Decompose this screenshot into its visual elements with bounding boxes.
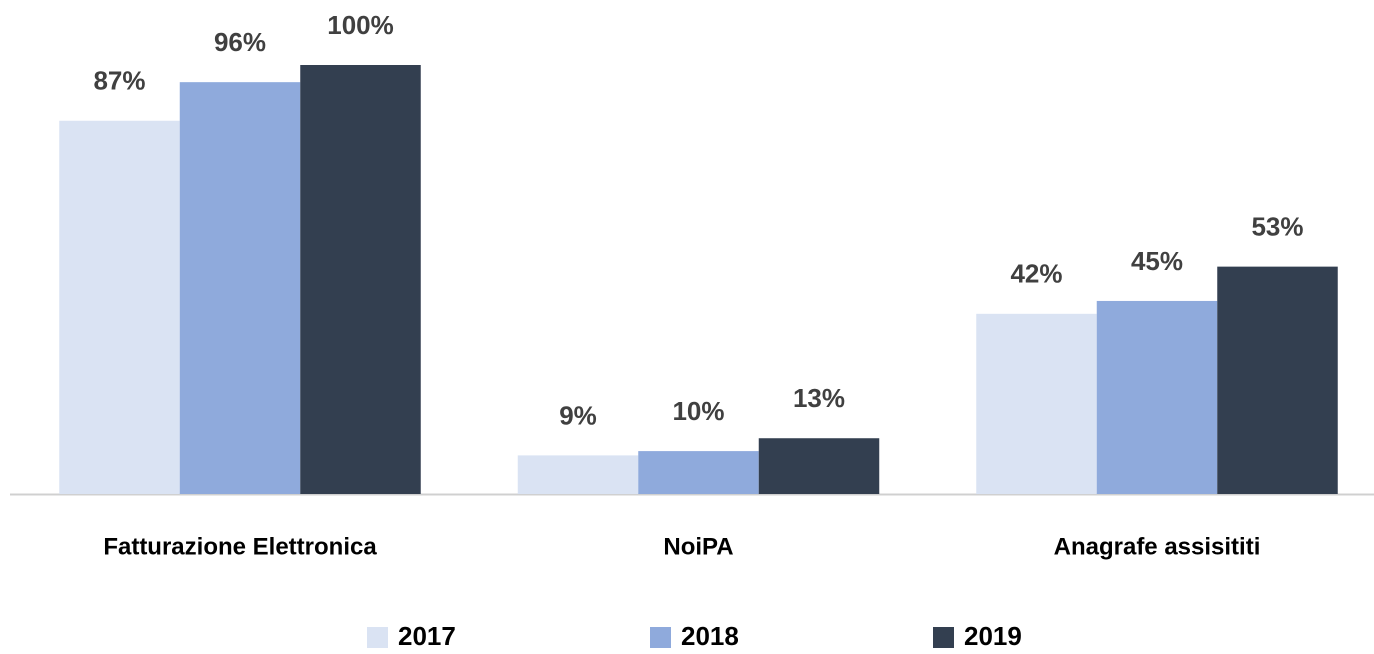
legend-label: 2018 [681,621,739,651]
bar [1217,266,1338,494]
value-label: 96% [214,27,266,57]
legend-label: 2019 [964,621,1022,651]
legend-swatch [933,627,954,648]
category-label: Anagrafe assisititi [1054,533,1261,560]
bar [976,313,1097,494]
value-label: 10% [672,396,724,426]
value-label: 42% [1010,259,1062,289]
legend-label: 2017 [398,621,456,651]
bar [300,65,421,494]
bar [179,82,301,494]
category-label: Fatturazione Elettronica [103,533,377,560]
category-label: NoiPA [663,533,733,560]
value-label: 100% [327,10,394,40]
value-label: 87% [93,66,145,96]
value-label: 53% [1251,212,1303,242]
value-label: 13% [793,383,845,413]
bar [758,438,880,494]
legend-swatch [367,627,388,648]
bar [59,120,180,495]
bar [1096,300,1218,494]
bar [517,455,639,494]
bar [638,451,759,494]
value-label: 9% [559,400,597,430]
value-label: 45% [1131,246,1183,276]
legend-swatch [650,627,671,648]
